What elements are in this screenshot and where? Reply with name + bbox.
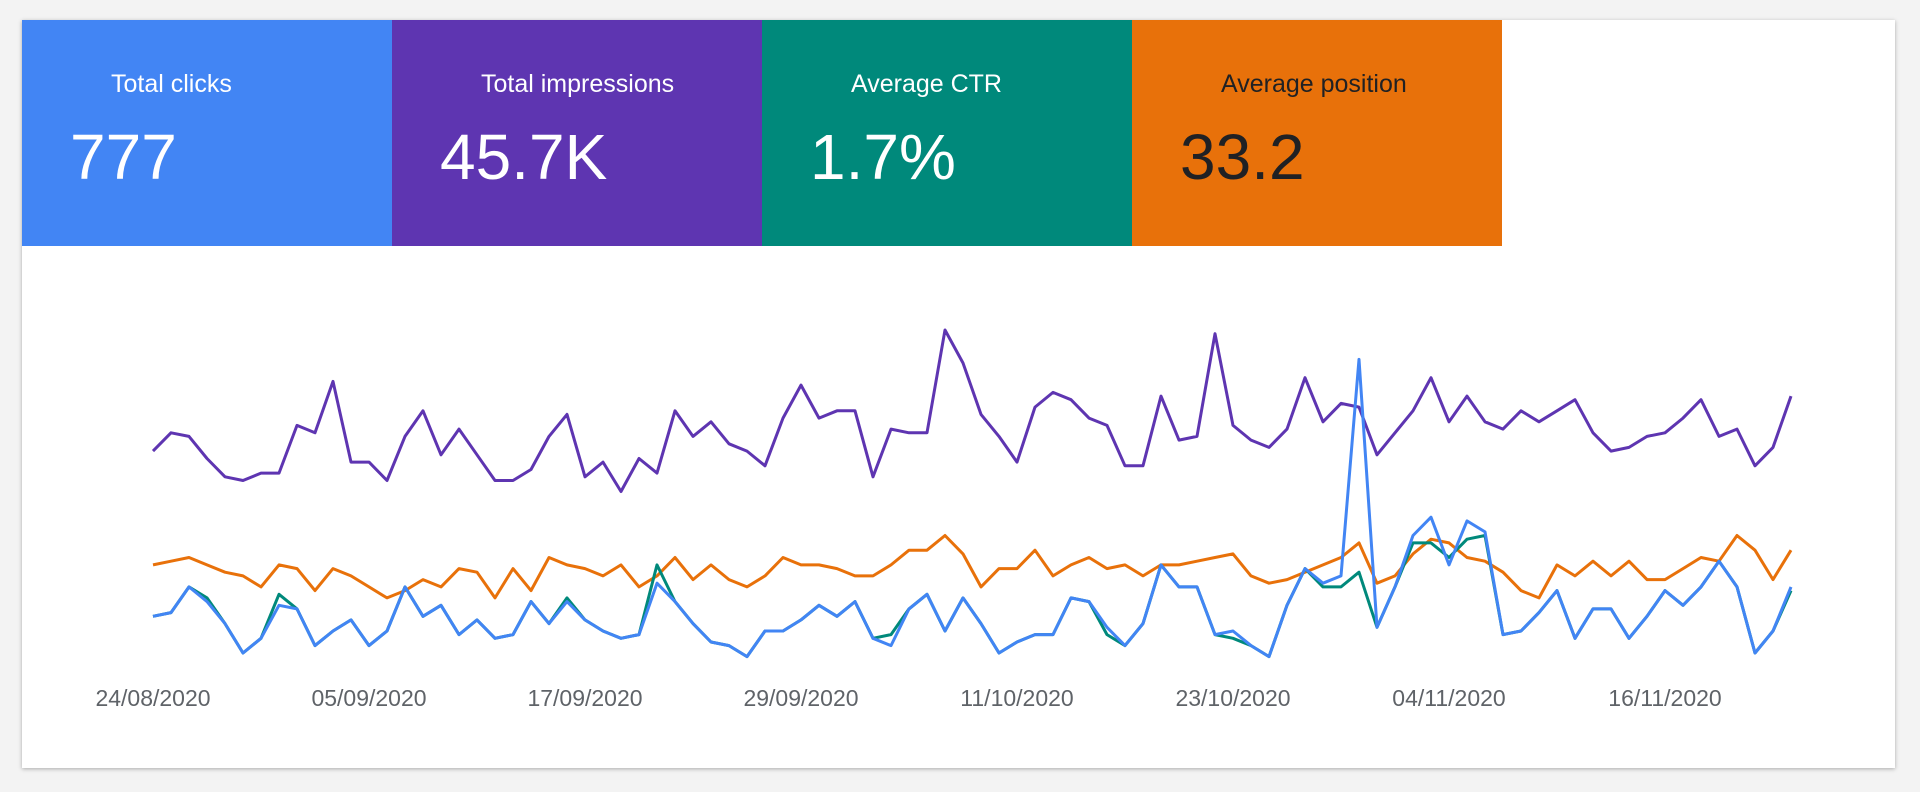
series-line: [152, 534, 1793, 659]
checkbox: [442, 72, 466, 96]
metric-tile[interactable]: Total clicks 777: [22, 20, 392, 246]
metric-tile[interactable]: Average position 33.2: [1132, 20, 1502, 246]
series-line: [151, 328, 1793, 493]
metric-value: 45.7K: [440, 121, 608, 193]
checkbox: [72, 72, 96, 96]
x-tick-label: 11/10/2020: [960, 685, 1073, 711]
checkbox: [1182, 72, 1206, 96]
metric-value: 1.7%: [810, 121, 956, 193]
performance-card: 24/08/2020 05/09/2020 17/09/2020 29/09/2020…: [22, 20, 1895, 768]
metric-label: Total clicks: [111, 70, 232, 98]
x-tick-label: 16/11/2020: [1608, 685, 1721, 711]
chart: 24/08/2020 05/09/2020 17/09/2020 29/09/2020…: [95, 328, 1793, 711]
metric-tile[interactable]: Average CTR 1.7%: [762, 20, 1132, 246]
metric-value: 777: [70, 121, 177, 193]
help-icon: [330, 203, 362, 235]
checkbox: [812, 72, 836, 96]
x-tick-label: 29/09/2020: [743, 685, 858, 711]
x-tick-label: 23/10/2020: [1175, 685, 1290, 711]
metric-label: Average CTR: [851, 70, 1002, 98]
help-icon: [700, 203, 732, 235]
x-tick-label: 24/08/2020: [95, 685, 210, 711]
help-icon: [1440, 203, 1472, 235]
metric-label: Average position: [1221, 70, 1407, 98]
x-tick-label: 17/09/2020: [527, 685, 642, 711]
metric-tile[interactable]: Total impressions 45.7K: [392, 20, 762, 246]
series-line: [152, 534, 1793, 600]
metric-value: 33.2: [1180, 121, 1305, 193]
series-line: [152, 357, 1793, 659]
x-tick-label: 04/11/2020: [1392, 685, 1505, 711]
help-icon: [1070, 203, 1102, 235]
x-tick-label: 05/09/2020: [311, 685, 426, 711]
metric-label: Total impressions: [481, 70, 675, 98]
